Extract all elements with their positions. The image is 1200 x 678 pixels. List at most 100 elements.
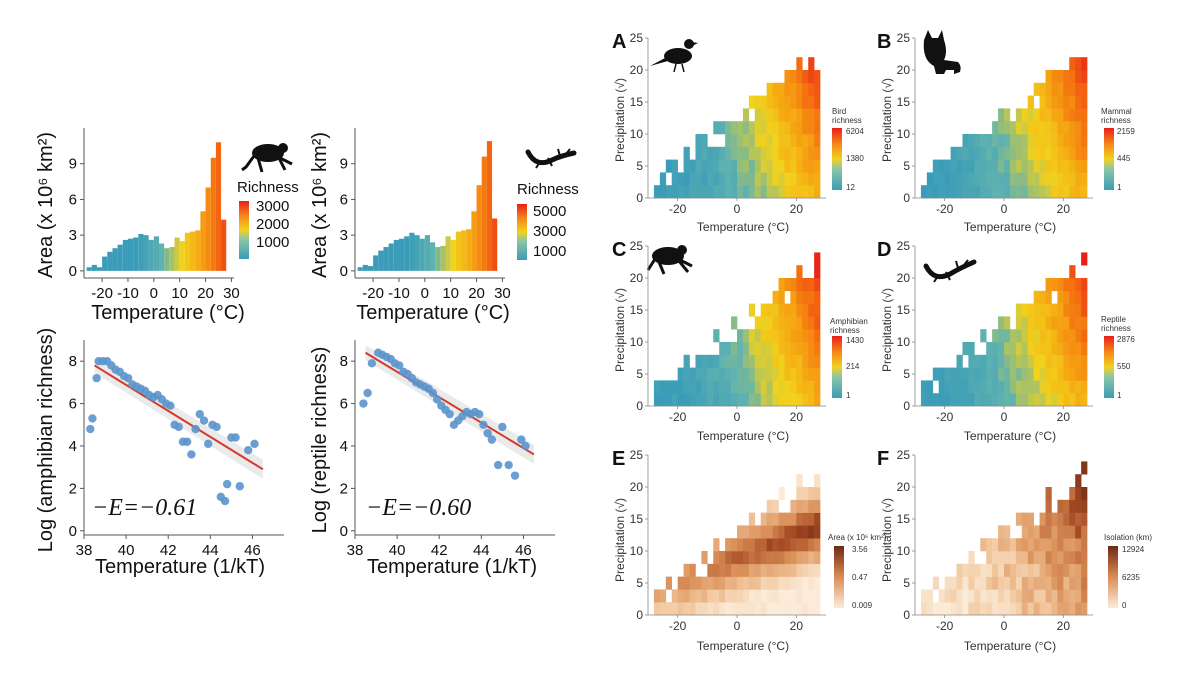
heatmap-cell (1057, 316, 1064, 330)
heatmap-cell (695, 576, 702, 590)
legend-colorbar (1108, 546, 1118, 608)
heatmap-cell (731, 563, 738, 577)
heatmap-cell (1015, 538, 1023, 552)
heatmap-cell (701, 576, 708, 590)
heatmap-cell (1081, 563, 1088, 577)
heatmap-cell (1069, 316, 1076, 330)
heatmap-cell (778, 538, 785, 552)
heatmap-cell (701, 393, 708, 407)
heatmap-cell (772, 576, 779, 590)
heatmap-cell (1033, 576, 1040, 590)
y-tick-label: 3 (69, 227, 77, 244)
heatmap-cell (1015, 380, 1023, 394)
heatmap-cell (778, 185, 785, 199)
heatmap-cell (998, 342, 1005, 356)
lizard-icon (923, 259, 977, 283)
legend-colorbar (1104, 336, 1114, 398)
heatmap-cell (986, 134, 993, 148)
heatmap-cell (1045, 538, 1052, 552)
heatmap-cell (796, 589, 803, 603)
heatmap-cell (1039, 563, 1046, 577)
heatmap-cells (653, 57, 821, 199)
heatmap-cell (1004, 108, 1011, 122)
heatmap-cell (760, 134, 767, 148)
heatmap-cell (784, 95, 791, 109)
heatmap-cell (754, 159, 762, 173)
heatmap-cell (1051, 602, 1058, 616)
heatmap-cell (683, 602, 690, 616)
heatmap-cell (1009, 589, 1017, 603)
heatmap-cell (944, 380, 951, 394)
heatmap-cell (808, 134, 815, 148)
heatmap-cell (1057, 576, 1064, 590)
y-axis-label: Precipitation (√) (880, 288, 894, 372)
histogram-bar (138, 233, 144, 271)
heatmap-cell (1057, 278, 1064, 292)
heatmap-cell (701, 589, 708, 603)
heatmap-cell (760, 538, 767, 552)
heatmap-cell (772, 499, 779, 513)
histogram-bar (91, 264, 97, 271)
heatmap-cell (725, 551, 732, 565)
heatmap-cell (1027, 602, 1034, 616)
heatmap-cell (1027, 121, 1034, 135)
heatmap-cell (725, 172, 732, 186)
heatmap-cell (962, 146, 969, 160)
heatmap-cell (808, 329, 815, 343)
heatmap-cell (802, 185, 809, 199)
heatmap-cell (1015, 108, 1023, 122)
x-tick-label: 20 (1057, 619, 1071, 633)
heatmap-cell (1075, 185, 1082, 199)
heatmap-cell (725, 393, 732, 407)
heatmap-cell (1027, 316, 1034, 330)
heatmap-cell (719, 367, 726, 381)
heatmap-cell (950, 146, 957, 160)
heatmap-cell (1015, 159, 1023, 173)
heatmap-cell (1015, 563, 1023, 577)
heatmap-cell (1033, 121, 1040, 135)
y-axis-label: Precipitation (√) (613, 498, 627, 582)
heatmap-cell (950, 576, 957, 590)
heatmap-cell (992, 602, 999, 616)
heatmap-cell (802, 95, 809, 109)
heatmap-cell (998, 380, 1005, 394)
heatmap-cell (707, 602, 714, 616)
heatmap-cell (1004, 380, 1011, 394)
heatmap-cell (737, 602, 744, 616)
heatmap-cell (986, 159, 993, 173)
heatmap-cell (1039, 602, 1046, 616)
heatmap-cell (1075, 82, 1082, 96)
heatmap-cell (784, 134, 791, 148)
heatmap-cell (1069, 146, 1076, 160)
heatmap-cell (1045, 134, 1052, 148)
heatmap-cell (1069, 95, 1076, 109)
heatmap-cell (938, 185, 945, 199)
heatmap-cell (689, 367, 696, 381)
heatmap-cell (695, 367, 702, 381)
data-point (367, 359, 377, 368)
heatmap-cell (659, 393, 667, 407)
histogram-bar (117, 244, 123, 271)
heatmap-cell (754, 538, 762, 552)
heatmap-cell (760, 551, 767, 565)
data-point (174, 422, 183, 432)
data-point (445, 409, 454, 419)
heatmap-cell (1021, 134, 1029, 148)
legend-label: 214 (846, 362, 860, 371)
heatmap-cell (1081, 303, 1088, 317)
heatmap-cell (748, 134, 756, 148)
heatmap-cell (790, 563, 797, 577)
heatmap-cell (1081, 121, 1088, 135)
heatmap-cell (1045, 146, 1052, 160)
heatmap-cell (1063, 563, 1070, 577)
heatmap-cell (1009, 185, 1017, 199)
legend-label: 550 (1117, 362, 1131, 371)
heatmap-cell (1069, 589, 1076, 603)
heatmap-cell (707, 589, 714, 603)
heatmap-cell (1039, 367, 1046, 381)
heatmap-cell (814, 589, 821, 603)
y-tick-label: 9 (340, 156, 348, 173)
heatmap-cell (1039, 159, 1046, 173)
heatmap-cell (1069, 551, 1076, 565)
heatmap-cell (998, 108, 1005, 122)
